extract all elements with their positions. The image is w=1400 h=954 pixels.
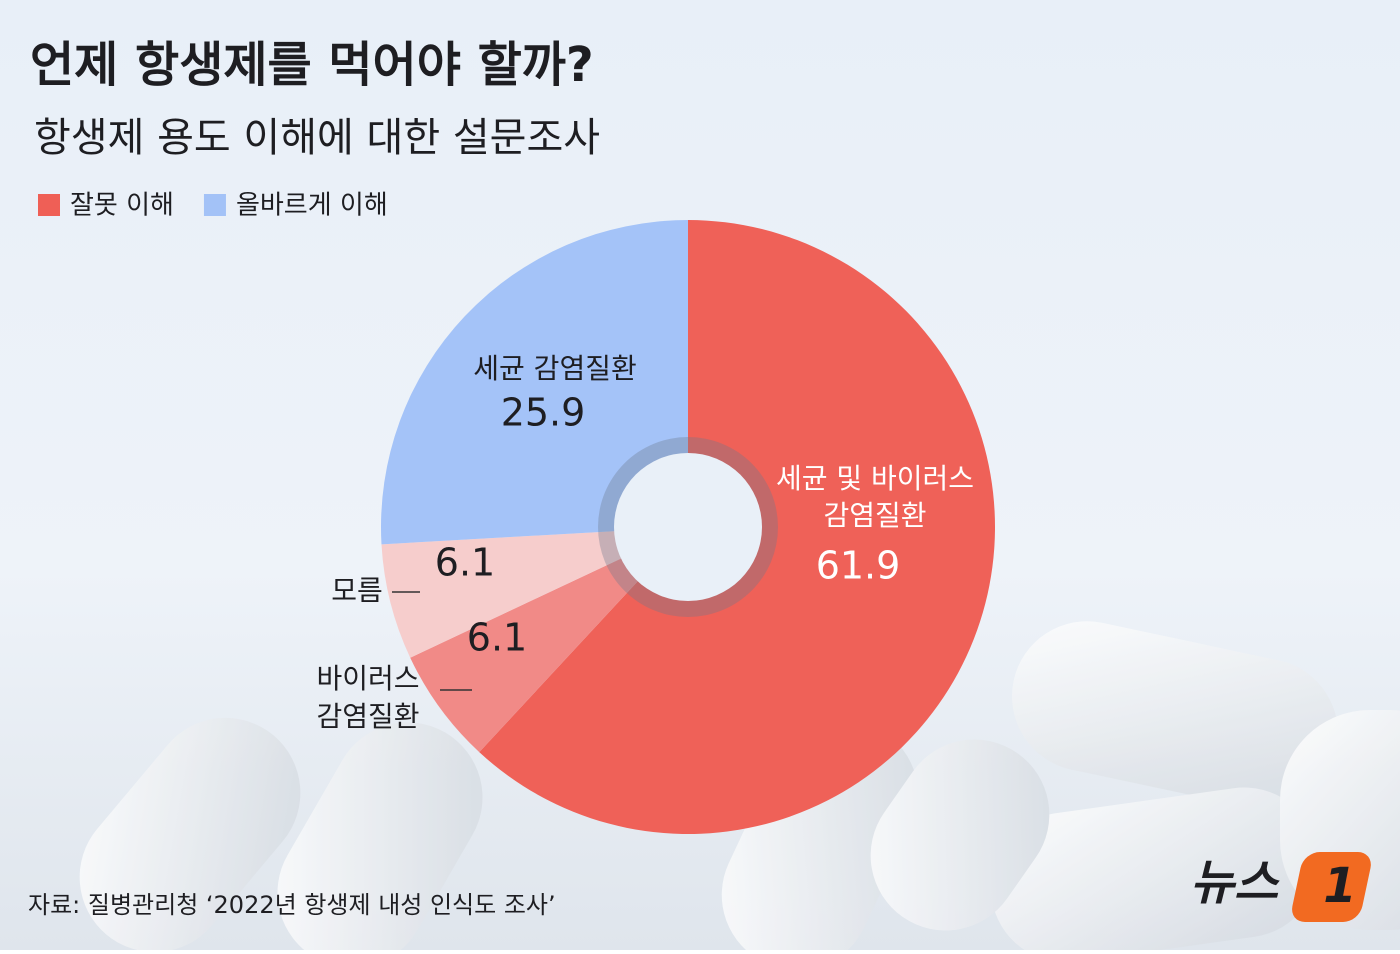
legend-label: 잘못 이해 (70, 191, 174, 221)
slice-value: 6.1 (467, 616, 527, 660)
slice (381, 220, 688, 545)
slice (410, 527, 688, 753)
slice-name: 세균 및 바이러스 (776, 462, 974, 495)
slice-value: 61.9 (816, 544, 901, 588)
chart-subtitle: 항생제 용도 이해에 대한 설문조사 (34, 115, 600, 161)
chart-title: 언제 항생제를 먹어야 할까? (30, 37, 594, 93)
pill-decoration (79, 621, 1400, 954)
slice-name: 바이러스 (316, 662, 419, 695)
slice (381, 527, 688, 658)
slice-name: 세균 감염질환 (473, 352, 636, 385)
slice-value: 25.9 (501, 391, 586, 435)
legend-swatch (203, 194, 226, 216)
legend: 잘못 이해 올바르게 이해 (38, 191, 388, 221)
legend-swatch (38, 194, 60, 216)
slice-name: 모름 (331, 574, 383, 607)
source: 자료: 질병관리청 ‘2022년 항생제 내성 인식도 조사’ (28, 891, 556, 919)
logo-badge (1292, 852, 1371, 922)
slice-name: 감염질환 (316, 700, 419, 733)
donut-hole (614, 453, 762, 601)
slice-value: 6.1 (435, 541, 495, 585)
slice-name: 감염질환 (823, 499, 926, 532)
logo-text: 뉴스 (1190, 855, 1280, 911)
legend-label: 올바르게 이해 (236, 191, 388, 221)
logo-number: 1 (1323, 858, 1356, 914)
